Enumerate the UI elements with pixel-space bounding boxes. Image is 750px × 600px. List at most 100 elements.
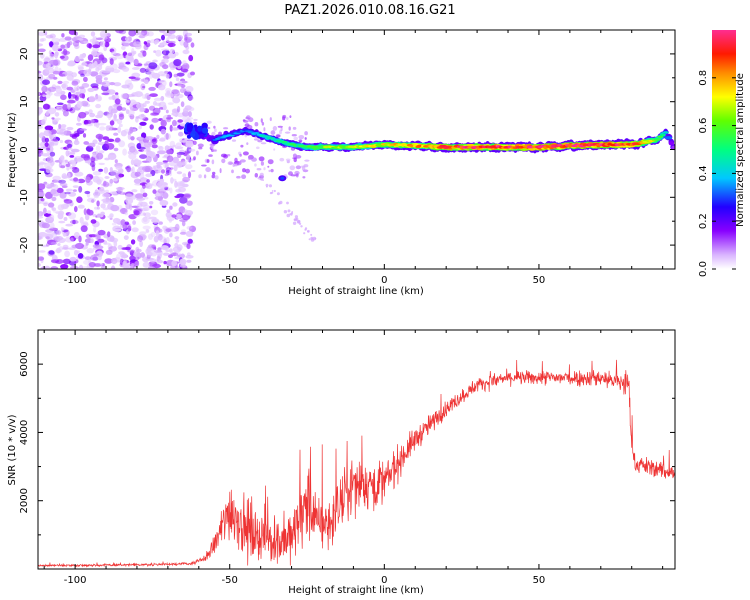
- spectrogram-cell: [45, 67, 54, 74]
- spectrogram-cell: [135, 246, 140, 253]
- spectrogram-cell: [131, 193, 137, 200]
- spectrogram-cell: [95, 37, 103, 41]
- spectrogram-cell: [284, 131, 291, 134]
- spectrogram-cell: [61, 33, 65, 38]
- spectrogram-cell: [84, 119, 92, 124]
- spectrogram-cell: [172, 119, 177, 127]
- spectrogram-cell: [92, 214, 97, 217]
- spectrogram-cell: [241, 174, 247, 179]
- spectrogram-cell: [181, 80, 188, 84]
- spectrogram-cell: [93, 226, 97, 233]
- spectrogram-cell: [52, 210, 60, 213]
- spectrogram-cell: [111, 50, 117, 56]
- spectrogram-cell: [134, 77, 141, 80]
- spectrogram-cell: [133, 178, 142, 184]
- spectrogram-cell: [80, 73, 85, 77]
- spectrogram-cell: [177, 106, 181, 113]
- spectrogram-cell: [198, 174, 202, 179]
- spectrogram-cell: [62, 244, 69, 249]
- spectrogram-cell: [188, 225, 197, 233]
- spectrogram-cell: [45, 191, 53, 199]
- spectrogram-cell: [76, 122, 82, 126]
- spectrogram-cell: [110, 108, 118, 114]
- spectrogram-cell: [115, 165, 123, 170]
- spectrogram-cell: [143, 142, 149, 147]
- spectrogram-cell: [280, 176, 285, 180]
- spectrogram-cell: [161, 48, 170, 52]
- spectrogram-cell: [97, 238, 105, 243]
- spectrogram-cell: [161, 34, 165, 41]
- spectrogram-cell: [190, 42, 195, 48]
- spectrogram-cell: [72, 219, 76, 225]
- spectrogram-cell: [121, 45, 126, 51]
- spectrogram-cell: [277, 125, 283, 128]
- spectrogram-cell: [148, 233, 153, 240]
- spectrogram-cell: [264, 135, 271, 138]
- spectrogram-cell: [149, 205, 153, 209]
- spectrogram-cell: [131, 72, 141, 78]
- spectrogram-cell: [172, 144, 177, 148]
- spectrogram-cell: [229, 162, 234, 165]
- spectrogram-cell: [203, 174, 207, 179]
- spectrogram-cell: [136, 197, 146, 201]
- spectrogram-cell: [81, 265, 91, 269]
- spectrogram-cell: [157, 170, 161, 174]
- spectrogram-cell: [152, 59, 158, 63]
- spectrogram-cell: [38, 250, 46, 253]
- spectrogram-cell: [145, 136, 154, 141]
- spectrogram-cell: [159, 200, 169, 206]
- spectrogram-cell: [206, 126, 211, 130]
- spectrogram-cell: [263, 127, 266, 132]
- spectrogram-cell: [152, 101, 158, 106]
- spectrogram-cell: [175, 239, 180, 243]
- spectrogram-cell: [142, 192, 148, 198]
- spectrogram-cell: [310, 233, 313, 236]
- spectrogram-cell: [149, 93, 158, 97]
- spectrogram-cell: [59, 73, 66, 77]
- spectrogram-cell: [136, 32, 145, 35]
- spectrogram-cell: [186, 134, 192, 139]
- spectrogram-cell: [76, 101, 83, 108]
- spectrogram-cell: [118, 140, 126, 148]
- spectrogram-cell: [118, 112, 124, 117]
- spectrogram-cell: [185, 164, 193, 170]
- spectrogram-cell: [276, 134, 281, 138]
- spectrogram-cell: [68, 212, 77, 220]
- spectrogram-cell: [49, 141, 55, 147]
- spectrogram-cell: [90, 156, 96, 163]
- spectrogram-cell: [108, 126, 115, 131]
- spectrogram-cell: [90, 31, 96, 37]
- spectrogram-cell: [79, 128, 87, 131]
- spectrogram-cell: [87, 54, 94, 61]
- spectrogram-cell: [85, 213, 90, 221]
- spectrogram-cell: [282, 114, 287, 119]
- spectrogram-cell: [47, 202, 55, 208]
- spectrogram-cell: [69, 256, 77, 262]
- spectrogram-cell: [103, 242, 111, 245]
- spectrogram-cell: [169, 81, 173, 88]
- spectrogram-cell: [120, 219, 126, 226]
- spectrogram-cell: [173, 59, 182, 67]
- spectrogram-cell: [162, 64, 169, 70]
- spectrogram-cell: [107, 215, 114, 219]
- spectrogram-cell: [157, 181, 166, 189]
- spectrogram-cell: [138, 114, 146, 120]
- spectrogram-cell: [92, 244, 100, 248]
- spectrogram-cell: [69, 155, 75, 158]
- spectrogram-cell: [111, 222, 117, 226]
- spectrogram-cell: [154, 196, 163, 201]
- spectrogram-cell: [125, 99, 130, 103]
- spectrogram-cell: [273, 189, 276, 193]
- spectrogram-cell: [182, 49, 190, 55]
- spectrogram-cell: [48, 91, 53, 96]
- spectrogram-cell: [45, 236, 50, 240]
- spectrogram-cell: [197, 127, 202, 132]
- spectrogram-cell: [80, 54, 86, 59]
- spectrogram-cell: [134, 171, 141, 177]
- spectrogram-cell: [662, 131, 669, 134]
- spectrogram-cell: [64, 191, 71, 195]
- spectrogram-cell: [80, 40, 84, 44]
- spectrogram-cell: [103, 77, 108, 81]
- spectrogram-cell: [183, 41, 189, 48]
